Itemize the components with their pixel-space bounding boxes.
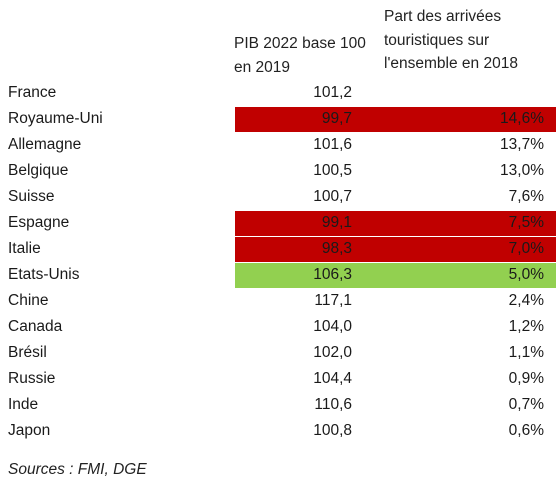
table-row: Chine 117,1 2,4%	[8, 288, 548, 314]
table-row: Italie 98,3 7,0%	[8, 236, 556, 262]
header-pib-line1: PIB 2022 base 100	[234, 35, 366, 52]
pib-cell: 110,6	[314, 396, 352, 413]
pib-cell: 98,3	[321, 240, 352, 257]
country-cell: Suisse	[8, 188, 55, 205]
table-row: Belgique 100,5 13,0%	[8, 158, 548, 184]
tourism-share-cell: 7,6%	[508, 188, 544, 205]
country-cell: Royaume-Uni	[8, 110, 103, 127]
country-cell: Etats-Unis	[8, 266, 80, 283]
table-row: France 101,2	[8, 80, 548, 106]
data-table: France 101,2 Royaume-Uni 99,7 14,6% Allemagne…	[8, 80, 556, 444]
header-part: Part des arrivées touristiques sur l'ens…	[384, 5, 554, 76]
table-row: Russie 104,4 0,9%	[8, 366, 548, 392]
tourism-share-cell: 13,7%	[500, 136, 544, 153]
pib-cell: 104,0	[313, 318, 352, 335]
country-cell: Espagne	[8, 214, 70, 231]
header-pib-line2: en 2019	[234, 58, 291, 76]
tourism-share-cell: 0,7%	[508, 396, 544, 413]
tourism-share-cell: 5,0%	[508, 266, 544, 283]
country-cell: Japon	[8, 422, 51, 439]
green-highlight	[235, 263, 556, 288]
tourism-share-cell: 1,1%	[508, 344, 544, 361]
header-part-line1: Part des arrivées	[384, 8, 502, 25]
table-row: Suisse 100,7 7,6%	[8, 184, 548, 210]
table-row: Canada 104,0 1,2%	[8, 314, 548, 340]
tourism-share-cell: 2,4%	[508, 292, 544, 309]
pib-cell: 99,1	[321, 214, 352, 231]
table-row: Royaume-Uni 99,7 14,6%	[8, 106, 556, 132]
red-highlight	[235, 211, 556, 236]
country-cell: Belgique	[8, 162, 69, 179]
country-cell: France	[8, 84, 57, 101]
red-highlight	[235, 237, 556, 262]
pib-cell: 104,4	[313, 370, 352, 387]
table-row: Inde 110,6 0,7%	[8, 392, 548, 418]
table-row: Etats-Unis 106,3 5,0%	[8, 262, 556, 288]
pib-cell: 100,7	[313, 188, 352, 205]
pib-cell: 117,1	[314, 292, 352, 309]
tourism-share-cell: 0,6%	[508, 422, 544, 439]
table-row: Brésil 102,0 1,1%	[8, 340, 548, 366]
table-row: Japon 100,8 0,6%	[8, 418, 548, 444]
header-pib: PIB 2022 base 100 en 2019	[234, 32, 384, 79]
country-cell: Allemagne	[8, 136, 82, 153]
table-row: Espagne 99,1 7,5%	[8, 210, 556, 236]
pib-cell: 101,6	[313, 136, 352, 153]
tourism-share-cell: 0,9%	[508, 370, 544, 387]
tourism-share-cell: 7,5%	[508, 214, 544, 231]
header-part-line2: touristiques sur	[384, 31, 490, 49]
tourism-share-cell: 7,0%	[508, 240, 544, 257]
pib-cell: 101,2	[313, 84, 352, 101]
country-cell: Brésil	[8, 344, 47, 361]
tourism-share-cell: 13,0%	[500, 162, 544, 179]
table-row: Allemagne 101,6 13,7%	[8, 132, 548, 158]
header-part-line3: l'ensemble en 2018	[384, 55, 518, 72]
pib-cell: 100,5	[313, 162, 352, 179]
country-cell: Canada	[8, 318, 63, 335]
tourism-share-cell: 14,6%	[500, 110, 544, 127]
red-highlight	[235, 107, 556, 132]
source-note: Sources : FMI, DGE	[8, 461, 147, 478]
country-cell: Inde	[8, 396, 39, 413]
tourism-share-cell: 1,2%	[508, 318, 544, 335]
country-cell: Chine	[8, 292, 49, 309]
pib-cell: 106,3	[313, 266, 352, 283]
country-cell: Russie	[8, 370, 56, 387]
pib-cell: 100,8	[313, 422, 352, 439]
pib-cell: 99,7	[321, 110, 352, 127]
pib-cell: 102,0	[313, 344, 352, 361]
country-cell: Italie	[8, 240, 41, 257]
